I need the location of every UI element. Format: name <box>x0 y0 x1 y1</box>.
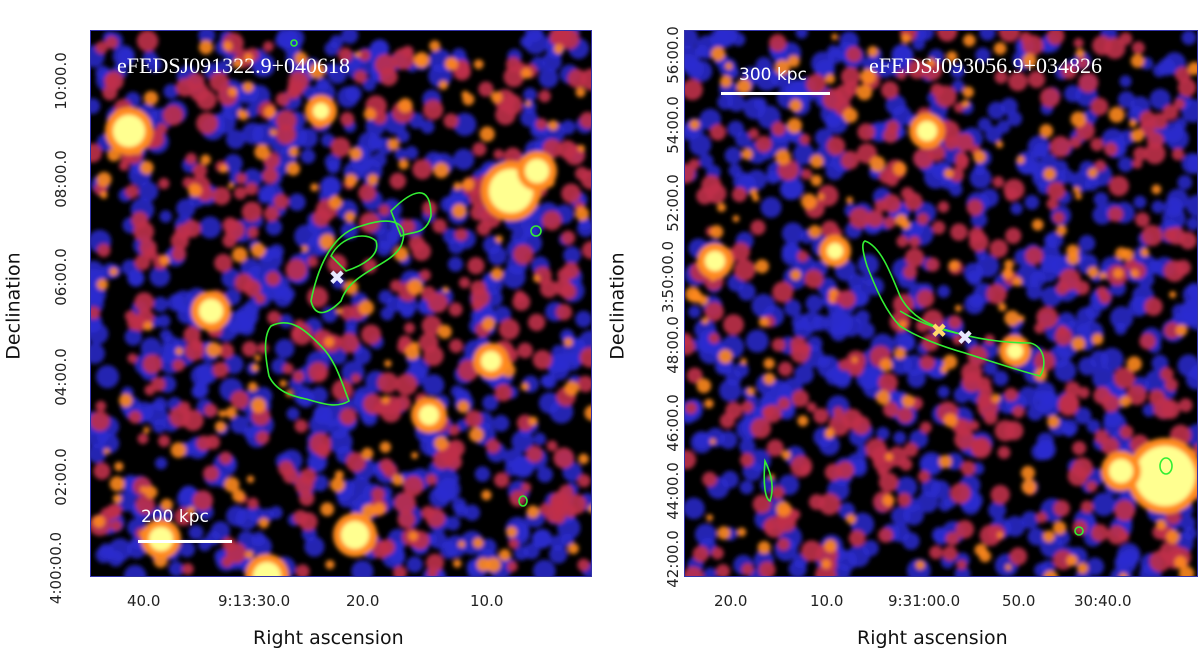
cluster-name-left: eFEDSJ091322.9+040618 <box>117 53 351 78</box>
xtick-right-2: 9:31:00.0 <box>888 592 961 610</box>
ytick-right-1: 44:00.0 <box>663 462 682 520</box>
scalebar-line-left <box>138 540 232 543</box>
left-panel: ✖ eFEDSJ091322.9+040618 200 kpc 4:00:00.… <box>2 30 592 649</box>
ytick-left-5: 10:00.0 <box>51 52 70 110</box>
ytick-left-1: 02:00.0 <box>51 448 70 506</box>
scalebar-label-right: 300 kpc <box>739 65 807 85</box>
svg-text:✖: ✖ <box>329 266 346 290</box>
ylabel-right: Declination <box>606 252 629 360</box>
right-panel: ✖ ✖ eFEDSJ093056.9+034826 300 kpc 42:00.0… <box>600 0 1200 659</box>
ytick-right-7: 56:00.0 <box>663 26 682 84</box>
xtick-left-3: 10.0 <box>470 592 504 610</box>
noise-texture <box>91 31 591 576</box>
xtick-right-3: 50.0 <box>1002 592 1036 610</box>
xlabel-left: Right ascension <box>253 627 404 649</box>
xtick-left-0: 40.0 <box>127 592 161 610</box>
xtick-left-1: 9:13:30.0 <box>218 592 291 610</box>
xtick-left-2: 20.0 <box>346 592 380 610</box>
xray-image-left: ✖ eFEDSJ091322.9+040618 200 kpc <box>90 30 592 577</box>
ytick-right-2: 46:00.0 <box>663 394 682 452</box>
svg-text:✖: ✖ <box>957 326 974 350</box>
scalebar-label-left: 200 kpc <box>141 507 209 527</box>
ylabel-left: Declination <box>2 252 25 360</box>
ytick-left-0: 4:00:00.0 <box>47 531 66 605</box>
xray-image-right: ✖ ✖ eFEDSJ093056.9+034826 300 kpc <box>684 30 1198 577</box>
ytick-left-2: 04:00.0 <box>51 348 70 406</box>
cluster-name-right: eFEDSJ093056.9+034826 <box>869 53 1103 78</box>
svg-text:✖: ✖ <box>931 319 948 343</box>
scalebar-line-right <box>721 92 830 95</box>
ytick-right-3: 48:00.0 <box>663 316 682 374</box>
ytick-right-6: 54:00.0 <box>663 96 682 154</box>
ytick-right-0: 42:00.0 <box>663 530 682 588</box>
ytick-right-4: 3:50:00.0 <box>659 240 678 314</box>
xray-map-right: ✖ ✖ <box>685 31 1197 576</box>
xray-map-left: ✖ <box>91 31 591 576</box>
xtick-right-0: 20.0 <box>714 592 748 610</box>
ytick-left-4: 08:00.0 <box>51 150 70 208</box>
xlabel-right: Right ascension <box>857 627 1008 649</box>
radio-contours <box>763 240 1173 536</box>
xtick-right-1: 10.0 <box>810 592 844 610</box>
radio-contours <box>264 39 542 507</box>
ytick-left-3: 06:00.0 <box>51 248 70 306</box>
noise-texture <box>685 31 1197 576</box>
xtick-right-4: 30:40.0 <box>1074 592 1132 610</box>
ytick-right-5: 52:00.0 <box>663 174 682 232</box>
